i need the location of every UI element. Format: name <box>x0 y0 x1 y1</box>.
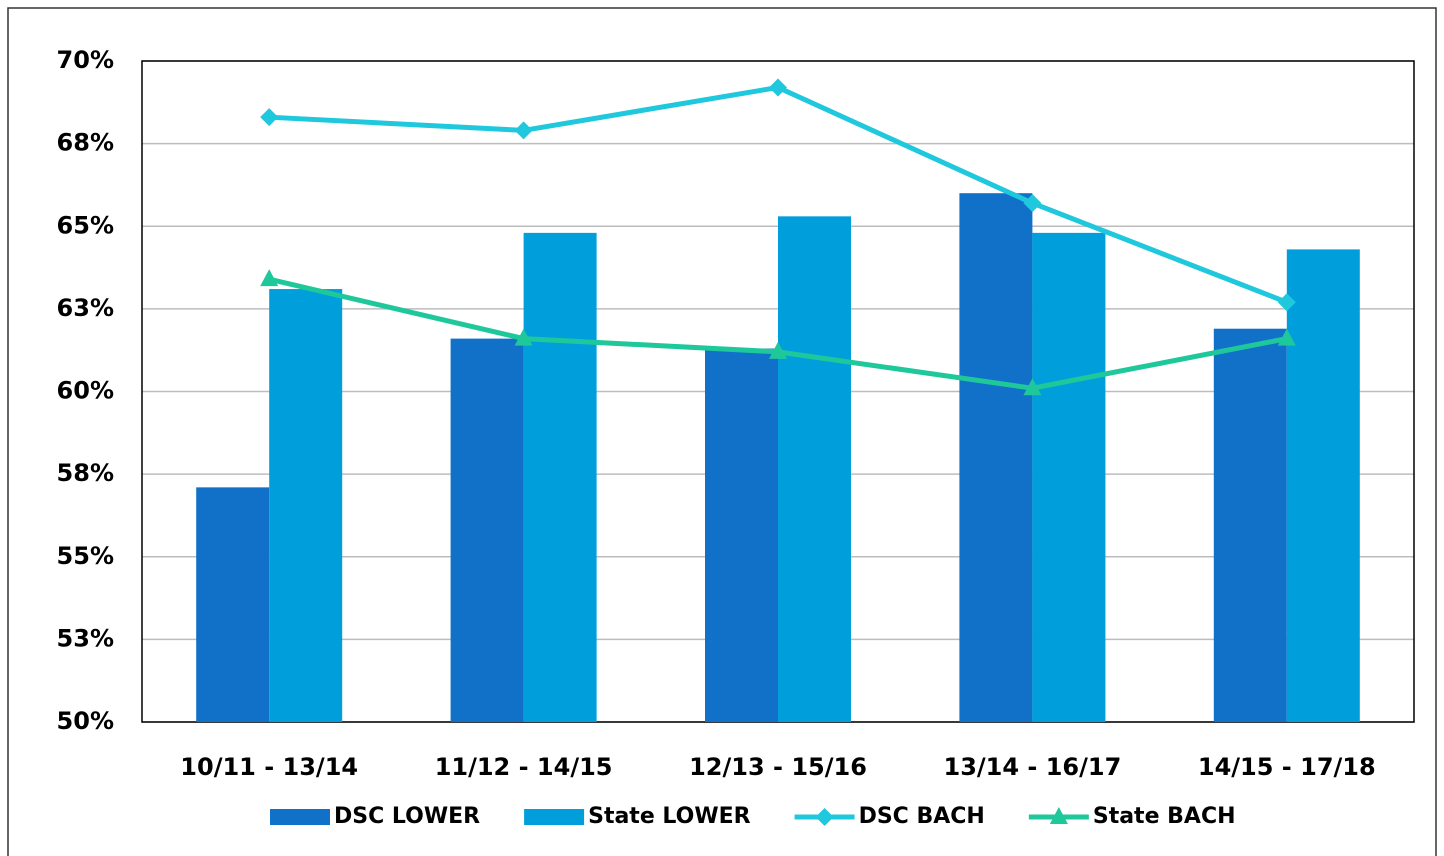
bar <box>523 232 597 723</box>
legend-label: DSC LOWER <box>334 804 480 829</box>
x-tick-label: 11/12 - 14/15 <box>435 753 613 781</box>
line-marker <box>260 269 279 287</box>
y-tick-label: 68% <box>57 129 114 157</box>
line-marker <box>769 78 787 97</box>
frame <box>7 7 1437 856</box>
y-tick-label: 60% <box>57 377 114 405</box>
legend-label: State LOWER <box>588 804 751 829</box>
y-tick-label: 63% <box>57 294 114 322</box>
y-tick-label: 55% <box>57 542 114 570</box>
line-marker <box>1277 293 1296 312</box>
y-tick-label: 58% <box>57 459 114 487</box>
bar <box>1286 249 1360 722</box>
x-tick-label: 13/14 - 16/17 <box>944 753 1122 781</box>
legend-swatch <box>524 809 585 825</box>
line-marker <box>769 341 787 359</box>
line-marker <box>514 121 533 140</box>
x-tick-label: 14/15 - 17/18 <box>1198 753 1376 781</box>
x-tick-label: 12/13 - 15/16 <box>689 753 867 781</box>
line-marker <box>1023 378 1042 396</box>
legend-label: DSC BACH <box>859 804 985 829</box>
legend-label: State BACH <box>1093 804 1236 829</box>
legend-marker <box>1049 807 1068 824</box>
bar <box>269 289 343 722</box>
y-tick-label: 53% <box>57 624 114 652</box>
bar <box>1213 328 1287 722</box>
line-marker <box>1277 328 1296 346</box>
bar <box>450 338 524 722</box>
legend-swatch <box>270 809 330 825</box>
y-tick-label: 70% <box>57 46 114 74</box>
bar <box>1032 232 1106 723</box>
bar <box>705 348 778 722</box>
x-tick-label: 10/11 - 13/14 <box>180 753 358 781</box>
line-marker <box>260 108 279 127</box>
line-marker <box>514 328 533 346</box>
y-tick-label: 65% <box>57 211 114 239</box>
bar <box>778 216 851 722</box>
line-marker <box>1023 194 1042 213</box>
legend-marker <box>815 808 834 826</box>
bar <box>959 193 1033 722</box>
y-tick-label: 50% <box>57 707 114 735</box>
bar <box>196 487 270 722</box>
